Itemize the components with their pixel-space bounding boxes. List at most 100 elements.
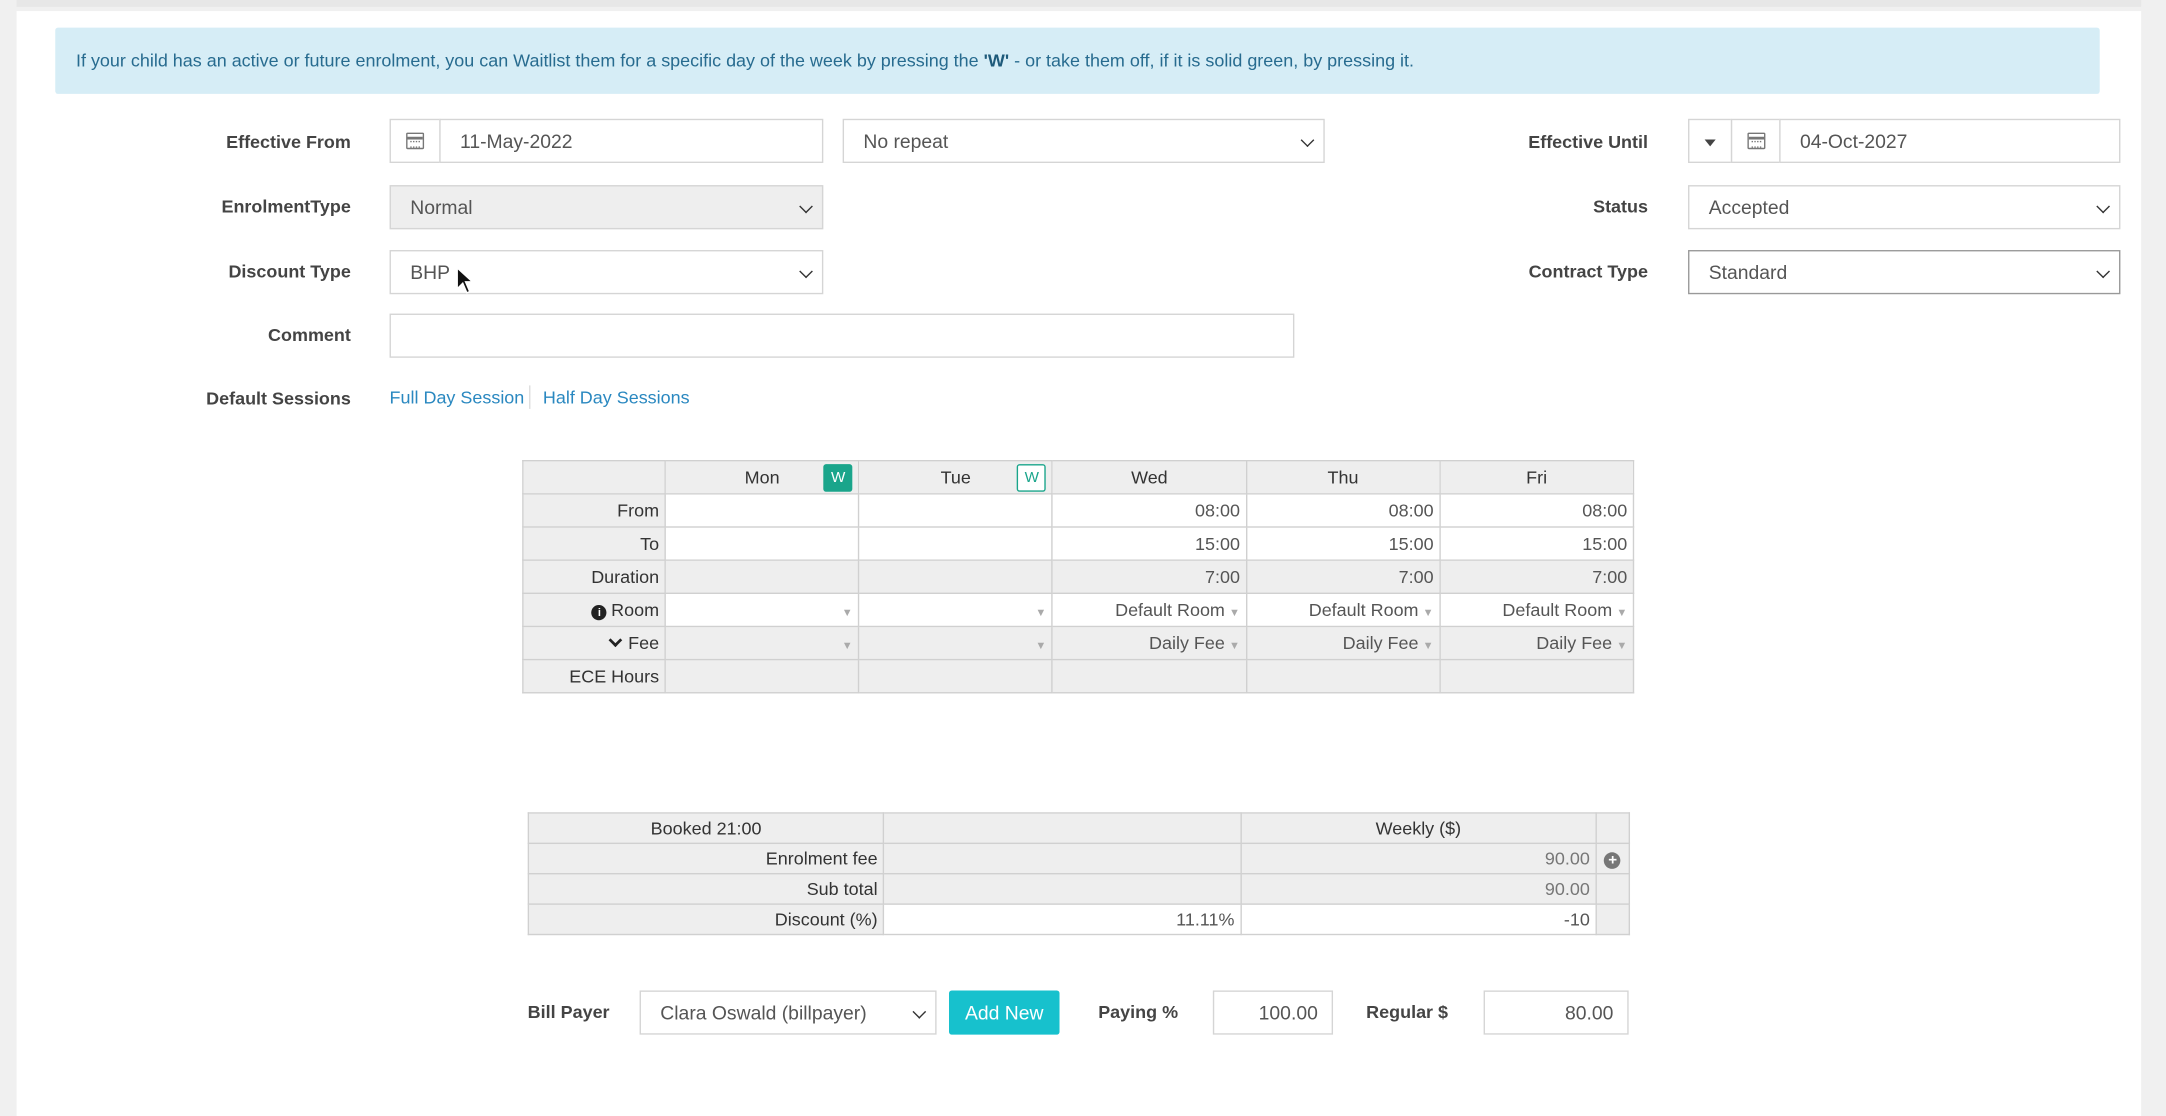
schedule-header-row: Mon W Tue W Wed Thu Fri xyxy=(522,459,1635,495)
summary-label: Sub total xyxy=(527,873,885,905)
to-cell-mon[interactable] xyxy=(664,526,860,561)
enrolment-type-select[interactable]: Normal xyxy=(389,185,824,230)
effective-until-calendar-button[interactable] xyxy=(1730,118,1781,164)
fee-select-wed[interactable]: Daily Fee ▼ xyxy=(1051,625,1247,661)
chevron-down-icon xyxy=(608,633,622,648)
room-select-thu[interactable]: Default Room ▼ xyxy=(1245,592,1441,628)
room-select-wed[interactable]: Default Room ▼ xyxy=(1051,592,1247,628)
to-cell-wed[interactable]: 15:00 xyxy=(1051,526,1247,561)
day-name: Mon xyxy=(744,466,780,488)
calendar-icon xyxy=(1747,132,1766,150)
bill-payer-label: Bill Payer xyxy=(527,1001,610,1023)
summary-weekly: 90.00 xyxy=(1239,873,1597,905)
duration-cell-mon xyxy=(664,559,860,594)
duration-cell-thu: 7:00 xyxy=(1245,559,1441,594)
waitlist-w-button-mon[interactable]: W xyxy=(823,464,853,492)
effective-until-input[interactable]: 04-Oct-2027 xyxy=(1779,118,2121,164)
day-header-tue: Tue W xyxy=(858,459,1054,495)
info-icon[interactable]: i xyxy=(591,605,608,621)
dropdown-triangle-icon: ▼ xyxy=(1616,606,1628,619)
from-cell-fri[interactable]: 08:00 xyxy=(1439,493,1635,528)
from-cell-thu[interactable]: 08:00 xyxy=(1245,493,1441,528)
dropdown-triangle-icon: ▼ xyxy=(1616,639,1628,653)
from-cell-mon[interactable] xyxy=(664,493,860,528)
alert-text-bold: 'W' xyxy=(983,49,1010,71)
discount-amount-input[interactable]: -10 xyxy=(1239,903,1597,936)
bill-payer-select[interactable]: Clara Oswald (billpayer) xyxy=(639,990,937,1035)
waitlist-info-alert: If your child has an active or future en… xyxy=(55,27,2100,94)
comment-input[interactable] xyxy=(389,313,1295,358)
discount-type-value: BHP xyxy=(410,261,451,284)
room-label-text: Room xyxy=(611,599,660,621)
fee-select-thu[interactable]: Daily Fee ▼ xyxy=(1245,625,1441,661)
half-day-sessions-link[interactable]: Half Day Sessions xyxy=(542,386,690,408)
chevron-down-icon xyxy=(2096,264,2110,279)
row-label-from: From xyxy=(522,493,666,528)
summary-header-row: Booked 21:00 Weekly ($) xyxy=(527,812,1631,845)
fee-select-fri[interactable]: Daily Fee ▼ xyxy=(1439,625,1635,661)
from-cell-tue[interactable] xyxy=(858,493,1054,528)
to-cell-tue[interactable] xyxy=(858,526,1054,561)
summary-row: Enrolment fee 90.00 + xyxy=(527,842,1631,875)
room-select-mon[interactable]: ▼ xyxy=(664,592,860,628)
regular-amount-label: Regular $ xyxy=(1366,1001,1449,1023)
to-cell-thu[interactable]: 15:00 xyxy=(1245,526,1441,561)
effective-until-label: Effective Until xyxy=(1528,131,1648,152)
discount-percent-input[interactable]: 11.11% xyxy=(883,903,1242,936)
summary-action: + xyxy=(1595,842,1631,875)
status-select[interactable]: Accepted xyxy=(1688,185,2121,230)
summary-label: Enrolment fee xyxy=(527,842,885,875)
regular-amount-input[interactable]: 80.00 xyxy=(1483,990,1629,1035)
room-select-fri[interactable]: Default Room ▼ xyxy=(1439,592,1635,628)
repeat-select[interactable]: No repeat xyxy=(842,118,1325,164)
waitlist-w-button-tue[interactable]: W xyxy=(1017,464,1047,492)
add-fee-icon[interactable]: + xyxy=(1604,852,1622,869)
row-label-fee[interactable]: Fee xyxy=(522,625,666,661)
from-row: From 08:00 08:00 08:00 xyxy=(522,493,1635,528)
dropdown-triangle-icon: ▼ xyxy=(841,639,853,653)
add-new-button[interactable]: Add New xyxy=(949,990,1060,1035)
link-divider xyxy=(529,385,531,409)
enrolment-form-canvas: If your child has an active or future en… xyxy=(16,0,2142,1116)
to-cell-fri[interactable]: 15:00 xyxy=(1439,526,1635,561)
default-sessions-label: Default Sessions xyxy=(206,388,351,409)
row-label-duration: Duration xyxy=(522,559,666,594)
effective-from-label: Effective From xyxy=(226,131,351,152)
paying-percent-input[interactable]: 100.00 xyxy=(1212,990,1334,1035)
fee-row: Fee ▼ ▼ Daily Fee ▼ Daily Fee ▼ Daily Fee ▼ xyxy=(522,625,1635,661)
calendar-icon xyxy=(406,132,425,150)
ece-cell-fri xyxy=(1439,658,1635,694)
ece-cell-tue xyxy=(858,658,1054,694)
enrolment-type-value: Normal xyxy=(410,196,473,219)
weekly-header: Weekly ($) xyxy=(1239,812,1597,845)
discount-type-select[interactable]: BHP xyxy=(389,250,824,295)
full-day-session-link[interactable]: Full Day Session xyxy=(389,386,525,408)
ece-cell-thu xyxy=(1245,658,1441,694)
summary-header-mid xyxy=(883,812,1242,845)
status-value: Accepted xyxy=(1708,196,1790,219)
discount-type-label: Discount Type xyxy=(228,261,351,282)
fee-summary-table: Booked 21:00 Weekly ($) Enrolment fee 90… xyxy=(527,812,1631,936)
room-select-tue[interactable]: ▼ xyxy=(858,592,1054,628)
caret-down-icon xyxy=(1704,139,1716,147)
summary-header-action xyxy=(1595,812,1631,845)
summary-mid xyxy=(883,873,1242,905)
chevron-down-icon xyxy=(912,1005,927,1019)
summary-mid xyxy=(883,842,1242,875)
effective-from-input[interactable]: 11-May-2022 xyxy=(439,118,824,164)
schedule-corner-cell xyxy=(522,459,666,495)
effective-from-calendar-button[interactable] xyxy=(389,118,441,164)
day-header-wed: Wed xyxy=(1051,459,1247,495)
from-cell-wed[interactable]: 08:00 xyxy=(1051,493,1247,528)
dropdown-triangle-icon: ▼ xyxy=(841,606,853,619)
fee-select-mon[interactable]: ▼ xyxy=(664,625,860,661)
dropdown-triangle-icon: ▼ xyxy=(1035,606,1047,619)
contract-type-select[interactable]: Standard xyxy=(1688,250,2121,295)
summary-label: Discount (%) xyxy=(527,903,885,936)
summary-weekly: 90.00 xyxy=(1239,842,1597,875)
contract-type-label: Contract Type xyxy=(1528,261,1648,282)
effective-until-dropdown-button[interactable] xyxy=(1688,118,1733,164)
top-strip xyxy=(16,0,2142,7)
paying-percent-label: Paying % xyxy=(1098,1001,1179,1023)
fee-select-tue[interactable]: ▼ xyxy=(858,625,1054,661)
